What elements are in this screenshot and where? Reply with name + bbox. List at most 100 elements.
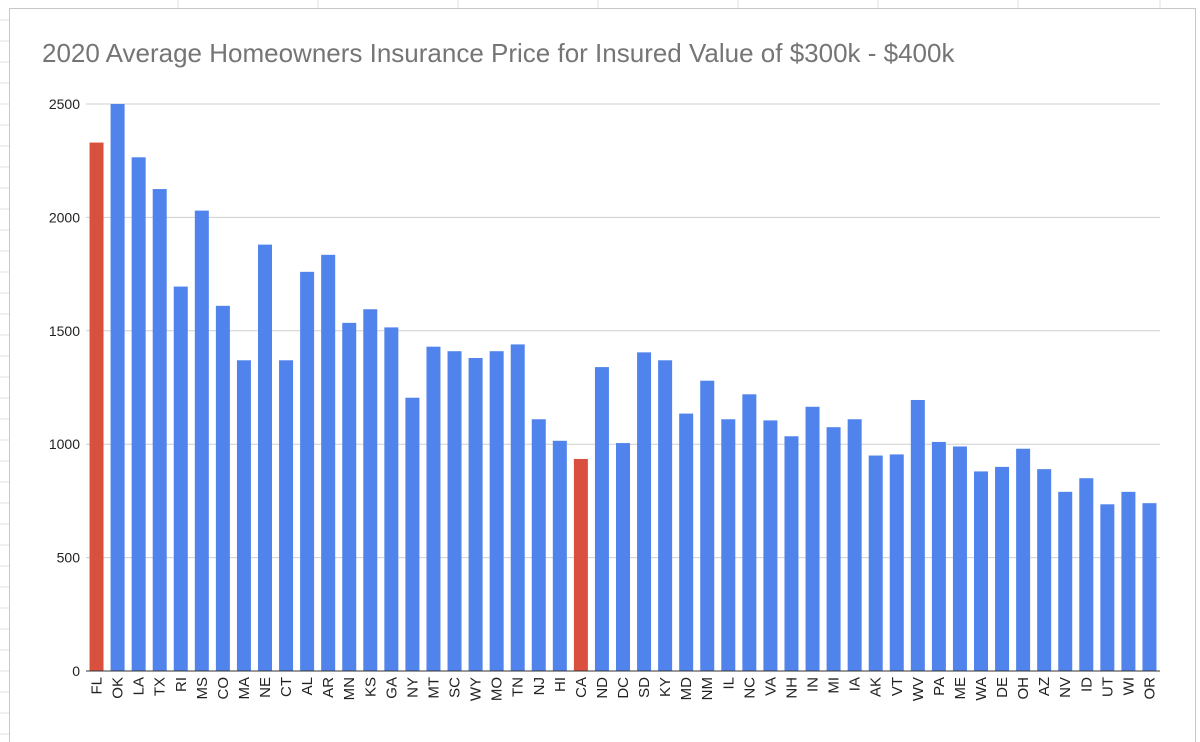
x-tick-label: MN [341,677,358,700]
bar-ne[interactable] [258,244,272,671]
x-tick-label: SD [636,677,653,698]
bar-id[interactable] [1079,478,1094,671]
bar-ky[interactable] [658,360,673,671]
x-tick-label: PA [931,677,948,696]
x-tick-label: NC [741,677,758,699]
x-tick-label: CA [573,677,590,698]
bar-me[interactable] [952,446,967,671]
bar-ia[interactable] [847,419,862,671]
bar-ok[interactable] [110,104,125,671]
bar-ar[interactable] [321,254,336,671]
x-tick-label: ND [594,677,611,699]
bar-az[interactable] [1037,469,1052,671]
x-tick-label: NJ [531,677,548,695]
bar-wa[interactable] [974,471,988,671]
x-tick-label: WY [468,677,485,701]
bar-co[interactable] [215,305,230,671]
bar-vt[interactable] [889,454,904,671]
x-tick-label: VA [762,677,779,696]
bar-sd[interactable] [637,352,652,671]
x-tick-label: WI [1120,677,1137,695]
bar-ny[interactable] [405,397,420,671]
x-tick-label: TN [510,677,527,697]
bar-ut[interactable] [1100,504,1115,671]
x-tick-label: AR [320,677,337,698]
x-tick-label: IA [847,677,864,691]
y-tick-label: 1500 [49,323,80,339]
x-tick-label: CO [215,677,232,700]
x-tick-label: VT [889,677,906,696]
x-tick-label: NY [404,677,421,698]
y-tick-label: 2000 [49,209,80,225]
bar-wi[interactable] [1121,491,1136,671]
x-tick-label: ID [1078,677,1095,692]
x-tick-label: LA [131,677,148,695]
x-tick-label: OK [110,677,127,699]
bar-tn[interactable] [510,344,525,671]
x-tick-label: MD [678,677,695,700]
bar-mi[interactable] [826,427,841,671]
x-tick-label: DE [994,677,1011,698]
x-tick-label: SC [447,677,464,698]
x-tick-label: OH [1015,677,1032,700]
x-tick-label: AK [868,677,885,697]
x-tick-label: GA [383,677,400,699]
bar-mo[interactable] [489,351,504,671]
bar-la[interactable] [131,157,146,672]
bar-dc[interactable] [616,443,630,671]
bar-wv[interactable] [910,399,925,671]
bar-oh[interactable] [1016,448,1031,671]
x-tick-label: NH [783,677,800,699]
x-tick-label: MA [236,677,253,700]
bar-nc[interactable] [742,394,757,671]
x-tick-label: MO [489,677,506,701]
x-tick-label: MI [826,677,843,694]
x-tick-label: RI [173,677,190,692]
chart-title: 2020 Average Homeowners Insurance Price … [42,38,955,68]
bar-sc[interactable] [447,351,462,671]
x-tick-label: DC [615,677,632,699]
bar-de[interactable] [995,466,1010,671]
bar-nm[interactable] [700,380,715,671]
x-tick-label: HI [552,677,569,692]
x-tick-label: FL [89,677,106,695]
bar-wy[interactable] [468,358,483,671]
y-tick-label: 2500 [49,96,80,112]
x-tick-label: OR [1141,677,1158,700]
bar-pa[interactable] [931,441,946,671]
bar-nv[interactable] [1058,491,1073,671]
bar-ma[interactable] [236,360,251,671]
bar-hi[interactable] [552,440,567,671]
bar-tx[interactable] [152,189,167,672]
bar-ca[interactable] [573,458,588,671]
x-tick-label: MS [194,677,211,700]
x-tick-label: IN [805,677,822,692]
bar-mt[interactable] [426,346,441,671]
x-tick-label: TX [152,677,169,696]
bar-va[interactable] [763,420,778,671]
x-tick-label: UT [1099,677,1116,697]
bar-nd[interactable] [594,367,609,671]
bar-al[interactable] [300,271,315,671]
bar-ct[interactable] [279,360,294,671]
x-tick-label: WV [910,677,927,701]
bar-ak[interactable] [868,455,883,671]
x-tick-label: KY [657,677,674,697]
bar-ks[interactable] [363,309,378,671]
x-tick-label: IL [720,677,737,690]
bar-ms[interactable] [194,210,209,671]
bar-fl[interactable] [89,142,104,671]
bar-mn[interactable] [342,322,357,671]
x-tick-label: KS [362,677,379,697]
bar-il[interactable] [721,419,736,671]
bar-in[interactable] [805,406,820,671]
x-tick-label: AZ [1036,677,1053,696]
y-tick-label: 1000 [49,436,80,452]
bar-nh[interactable] [784,436,799,671]
bar-ga[interactable] [384,327,399,671]
bar-or[interactable] [1142,503,1157,671]
bar-ri[interactable] [173,286,188,671]
bar-md[interactable] [679,413,694,671]
bar-nj[interactable] [531,419,546,671]
